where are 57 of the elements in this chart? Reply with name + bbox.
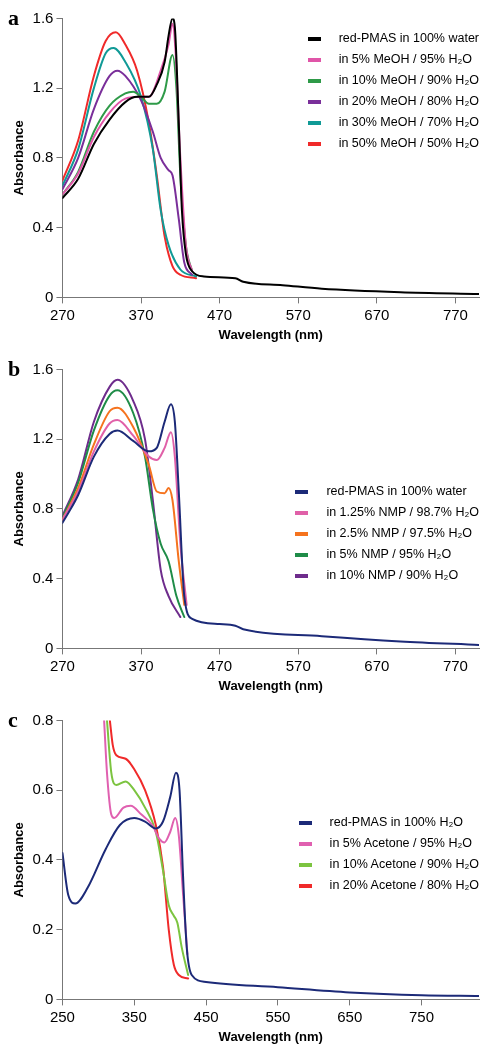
legend-label: in 1.25% NMP / 98.7% H₂O xyxy=(326,505,479,519)
y-tick-label: 0 xyxy=(45,638,54,656)
x-tick-label: 370 xyxy=(128,305,154,323)
y-tick-label: 0.6 xyxy=(32,780,54,798)
x-axis-title: Wavelength (nm) xyxy=(218,677,323,693)
y-axis-title: Absorbance xyxy=(11,822,27,898)
legend-label: in 5% Acetone / 95% H₂O xyxy=(329,836,473,850)
y-axis-title: Absorbance xyxy=(11,471,27,547)
y-tick-label: 0.8 xyxy=(32,148,54,166)
y-tick-label: 0 xyxy=(45,287,54,305)
legend-label: red-PMAS in 100% H₂O xyxy=(329,815,463,829)
x-axis-title: Wavelength (nm) xyxy=(218,1028,323,1044)
x-tick-label: 450 xyxy=(193,1007,219,1025)
legend-label: red-PMAS in 100% water xyxy=(338,31,479,45)
x-tick-label: 770 xyxy=(442,656,468,674)
y-tick-label: 0.8 xyxy=(32,499,54,517)
y-tick-label: 1.6 xyxy=(32,8,54,26)
legend-label: in 2.5% NMP / 97.5% H₂O xyxy=(326,526,473,540)
legend-label: in 20% MeOH / 80% H₂O xyxy=(338,94,479,108)
x-tick-label: 550 xyxy=(265,1007,291,1025)
y-tick-label: 0.8 xyxy=(32,710,54,728)
x-tick-label: 650 xyxy=(337,1007,363,1025)
legend-label: in 5% MeOH / 95% H₂O xyxy=(338,52,473,66)
x-tick-label: 750 xyxy=(409,1007,435,1025)
chart-title: b xyxy=(8,355,21,381)
legend-label: red-PMAS in 100% water xyxy=(326,484,467,498)
legend-label: in 30% MeOH / 70% H₂O xyxy=(338,115,479,129)
x-tick-label: 270 xyxy=(49,656,75,674)
x-tick-label: 770 xyxy=(442,305,468,323)
y-tick-label: 0 xyxy=(45,989,54,1007)
y-axis-title: Absorbance xyxy=(11,120,27,196)
y-tick-label: 1.2 xyxy=(32,429,54,447)
legend-label: in 10% NMP / 90% H₂O xyxy=(326,568,459,582)
y-tick-label: 0.4 xyxy=(32,568,54,586)
x-tick-label: 570 xyxy=(285,656,311,674)
x-tick-label: 570 xyxy=(285,305,311,323)
x-tick-label: 670 xyxy=(364,656,390,674)
y-tick-label: 0.2 xyxy=(32,919,54,937)
x-tick-label: 350 xyxy=(121,1007,147,1025)
y-tick-label: 1.6 xyxy=(32,359,54,377)
x-axis-title: Wavelength (nm) xyxy=(218,326,323,342)
x-tick-label: 470 xyxy=(207,656,233,674)
x-tick-label: 470 xyxy=(207,305,233,323)
legend-label: in 50% MeOH / 50% H₂O xyxy=(338,136,479,150)
legend-label: in 20% Acetone / 80% H₂O xyxy=(329,878,479,892)
y-tick-label: 0.4 xyxy=(32,850,54,868)
x-tick-label: 250 xyxy=(49,1007,75,1025)
chart-title: a xyxy=(8,4,19,30)
legend-label: in 5% NMP / 95% H₂O xyxy=(326,547,452,561)
x-tick-label: 670 xyxy=(364,305,390,323)
legend-label: in 10% Acetone / 90% H₂O xyxy=(329,857,479,871)
x-tick-label: 270 xyxy=(49,305,75,323)
chart-title: c xyxy=(8,706,18,732)
y-tick-label: 0.4 xyxy=(32,217,54,235)
x-tick-label: 370 xyxy=(128,656,154,674)
y-tick-label: 1.2 xyxy=(32,78,54,96)
legend-label: in 10% MeOH / 90% H₂O xyxy=(338,73,479,87)
